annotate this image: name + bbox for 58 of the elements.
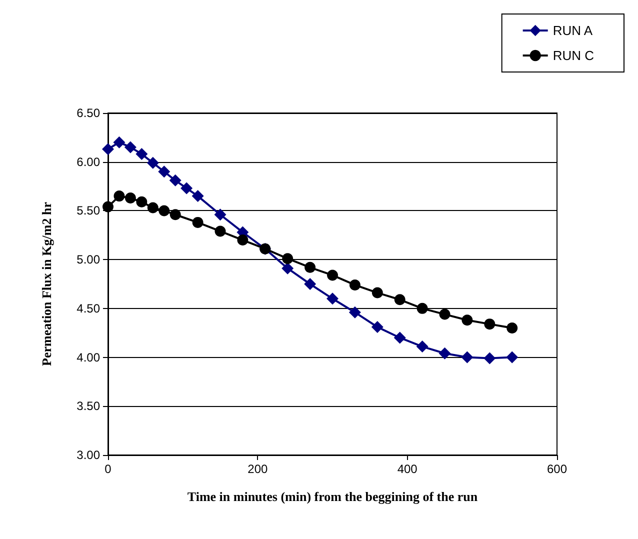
point: [462, 314, 473, 326]
x-tick-label: 400: [397, 462, 418, 476]
point: [416, 340, 428, 353]
point: [304, 262, 316, 273]
point: [372, 287, 383, 298]
point: [371, 320, 384, 333]
point: [214, 226, 226, 237]
point: [237, 234, 248, 246]
point: [124, 192, 136, 204]
point: [484, 352, 496, 364]
x-tick-label: 600: [546, 462, 568, 476]
point: [484, 318, 496, 330]
point: [147, 202, 158, 214]
point: [102, 201, 114, 212]
point: [214, 208, 226, 221]
point: [327, 270, 338, 281]
point: [304, 278, 316, 290]
point: [394, 294, 406, 306]
x-tick-label: 200: [248, 462, 268, 476]
point: [170, 209, 181, 220]
legend-label: RUN C: [552, 48, 594, 63]
point: [136, 196, 148, 208]
point: [282, 253, 294, 264]
point: [192, 190, 204, 202]
y-tick-label: 5.50: [76, 204, 100, 218]
point: [506, 351, 518, 364]
point: [102, 143, 114, 156]
x-axis-title: Time in minutes (min) from the beggining of the run: [187, 489, 478, 504]
point: [180, 182, 193, 194]
point: [282, 262, 294, 274]
y-tick-label: 6.00: [76, 154, 100, 169]
point: [158, 166, 170, 178]
y-tick-label: 3.50: [76, 399, 100, 414]
x-tick-label: 0: [104, 462, 112, 476]
y-tick-label: 6.50: [76, 106, 100, 120]
y-axis-title: Permeation Flux in Kg/m2 hr: [39, 202, 54, 366]
point: [114, 190, 125, 202]
y-tick-label: 3.00: [76, 448, 100, 462]
y-tick-label: 4.50: [76, 301, 100, 316]
point: [136, 148, 148, 160]
point: [146, 156, 159, 169]
legend-label: RUN A: [552, 23, 593, 38]
point: [124, 141, 136, 154]
point: [169, 174, 182, 186]
point: [506, 322, 518, 334]
point: [326, 292, 338, 305]
point: [113, 136, 126, 148]
point: [461, 351, 474, 364]
point: [394, 332, 406, 344]
point: [438, 347, 451, 360]
point: [416, 302, 428, 314]
point: [192, 216, 204, 228]
point: [439, 308, 450, 320]
point: [158, 205, 170, 216]
y-tick-label: 5.00: [76, 252, 100, 267]
y-tick-label: 4.00: [76, 350, 100, 364]
point: [349, 279, 360, 290]
point: [348, 306, 361, 318]
